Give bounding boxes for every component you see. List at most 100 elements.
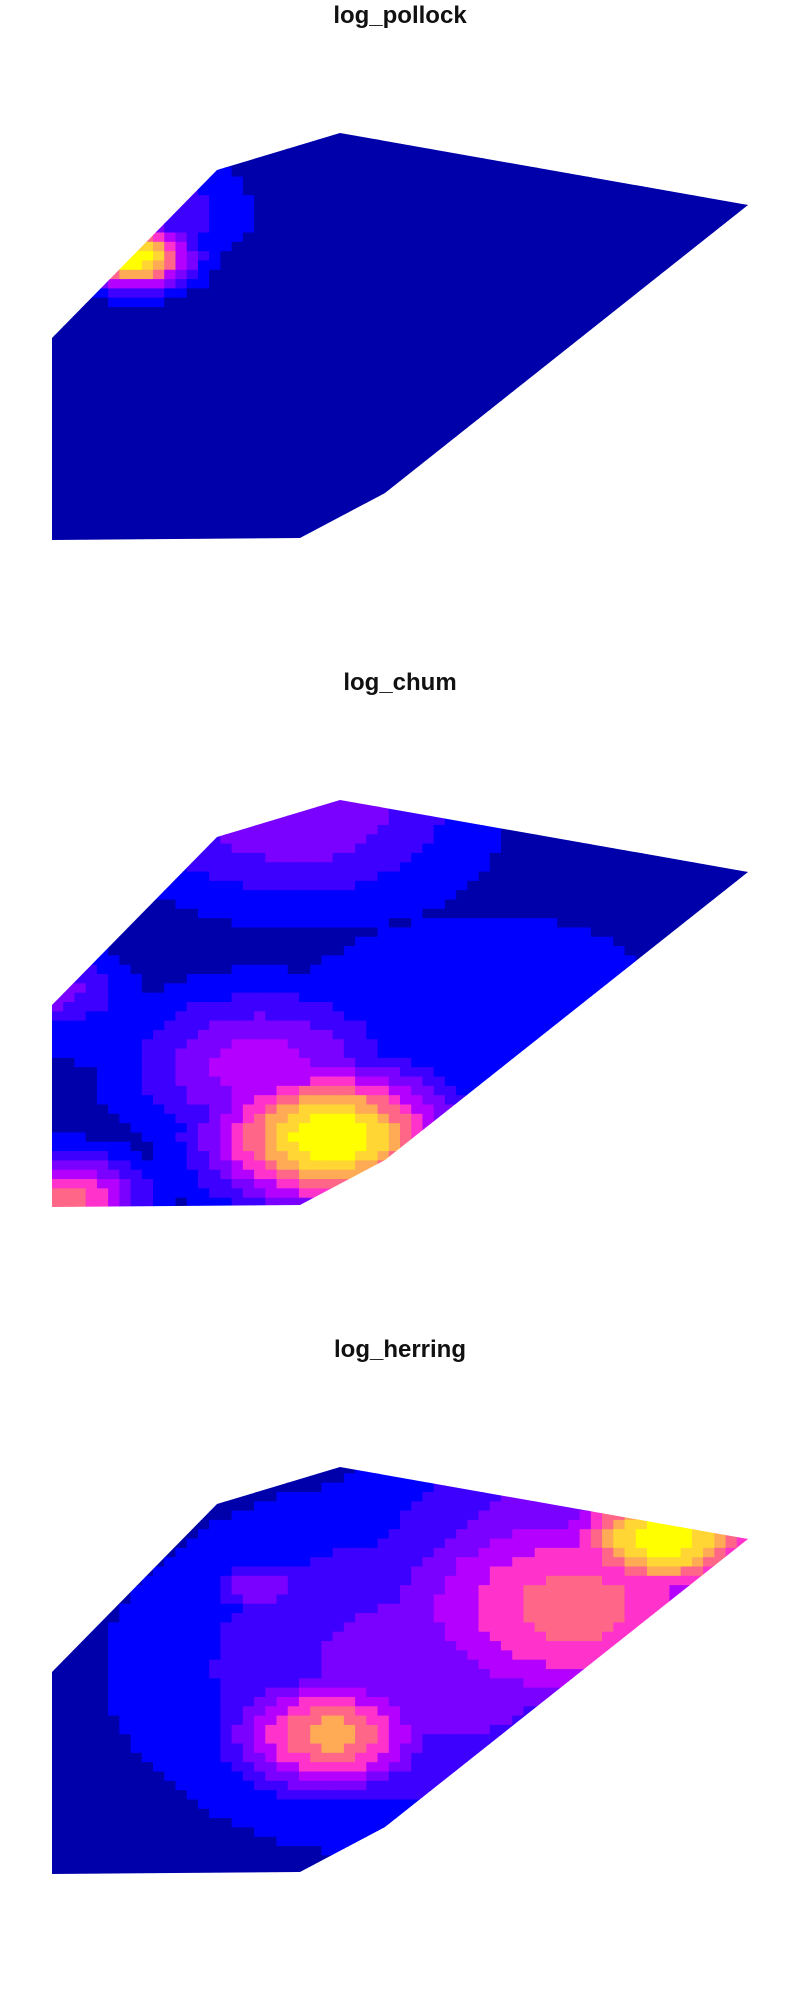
heatmap-cell xyxy=(635,176,648,187)
heatmap-cell xyxy=(141,1160,154,1171)
heatmap-cell xyxy=(388,484,401,495)
heatmap-cell xyxy=(579,260,592,271)
heatmap-cell xyxy=(220,1715,233,1726)
heatmap-cell xyxy=(197,297,210,308)
heatmap-cell xyxy=(523,372,536,383)
heatmap-cell xyxy=(523,1613,536,1624)
heatmap-cell xyxy=(355,353,367,364)
heatmap-cell xyxy=(332,1706,345,1717)
heatmap-cell xyxy=(108,1752,120,1763)
heatmap-cell xyxy=(635,232,648,243)
heatmap-cell xyxy=(164,1104,177,1115)
heatmap-cell xyxy=(355,1029,367,1040)
heatmap-cell xyxy=(141,1669,154,1679)
heatmap-cell xyxy=(310,390,323,401)
heatmap-cell xyxy=(197,1123,210,1134)
heatmap-cell xyxy=(141,502,154,513)
heatmap-cell xyxy=(545,335,558,345)
heatmap-cell xyxy=(298,512,311,522)
heatmap-cell xyxy=(422,316,435,327)
heatmap-cell xyxy=(74,1123,87,1134)
heatmap-cell xyxy=(85,316,98,327)
heatmap-cell xyxy=(175,1160,188,1171)
heatmap-cell xyxy=(96,1678,109,1689)
heatmap-cell xyxy=(153,1641,165,1651)
heatmap-cell xyxy=(512,1575,525,1586)
heatmap-cell xyxy=(197,1179,210,1189)
heatmap-cell xyxy=(343,502,356,513)
heatmap-cell xyxy=(456,260,468,271)
heatmap-cell xyxy=(310,353,323,364)
heatmap-cell xyxy=(478,815,491,826)
heatmap-cell xyxy=(388,1067,401,1078)
heatmap-cell xyxy=(186,1538,199,1549)
heatmap-cell xyxy=(85,1631,98,1642)
heatmap-cell xyxy=(624,1547,637,1558)
heatmap-cell xyxy=(141,307,154,317)
heatmap-cell xyxy=(254,852,266,863)
heatmap-cell xyxy=(467,195,480,206)
heatmap-cell xyxy=(175,899,188,910)
heatmap-cell xyxy=(377,1669,390,1679)
heatmap-cell xyxy=(265,890,278,901)
heatmap-cell xyxy=(355,899,367,910)
heatmap-cell xyxy=(377,1594,390,1605)
heatmap-cell xyxy=(400,195,412,206)
heatmap-cell xyxy=(444,1057,457,1068)
heatmap-cell xyxy=(310,899,323,910)
heatmap-cell xyxy=(501,316,513,327)
heatmap-cell xyxy=(108,1724,120,1735)
heatmap-cell xyxy=(209,223,221,234)
heatmap-cell xyxy=(85,1132,98,1143)
heatmap-cell xyxy=(343,176,356,187)
heatmap-cell xyxy=(377,1029,390,1040)
heatmap-cell xyxy=(209,325,221,336)
heatmap-cell xyxy=(287,1613,300,1624)
heatmap-cell xyxy=(377,1566,390,1577)
heatmap-cell xyxy=(209,1613,221,1624)
heatmap-cell xyxy=(164,1566,177,1577)
heatmap-cell xyxy=(512,1594,525,1605)
heatmap-cell xyxy=(298,279,311,290)
heatmap-cell xyxy=(388,908,401,919)
heatmap-cell xyxy=(242,148,255,159)
heatmap-cell xyxy=(377,890,390,901)
heatmap-cell xyxy=(602,1510,614,1521)
heatmap-cell xyxy=(478,251,491,262)
heatmap-cell xyxy=(254,493,266,504)
heatmap-cell xyxy=(197,390,210,401)
heatmap-cell xyxy=(602,204,614,215)
heatmap-cell xyxy=(422,1603,435,1614)
heatmap-cell xyxy=(186,1659,199,1670)
heatmap-cell xyxy=(310,1188,323,1199)
heatmap-cell xyxy=(186,1123,199,1134)
heatmap-cell xyxy=(411,1510,424,1521)
heatmap-cell xyxy=(355,815,367,826)
heatmap-cell xyxy=(512,1538,525,1549)
heatmap-cell xyxy=(433,325,446,336)
heatmap-cell xyxy=(523,936,536,947)
heatmap-cell xyxy=(254,1160,266,1171)
heatmap-cell xyxy=(590,908,603,919)
heatmap-cell xyxy=(153,1566,165,1577)
heatmap-cell xyxy=(501,1501,513,1512)
heatmap-cell xyxy=(276,409,289,420)
heatmap-cell xyxy=(501,1678,513,1689)
heatmap-cell xyxy=(108,530,120,540)
heatmap-cell xyxy=(467,815,480,826)
heatmap-cell xyxy=(242,1762,255,1773)
heatmap-cell xyxy=(478,372,491,383)
heatmap-cell xyxy=(545,1529,558,1540)
heatmap-cell xyxy=(321,1067,334,1078)
heatmap-cell xyxy=(422,446,435,457)
heatmap-cell xyxy=(287,1585,300,1596)
heatmap-cell xyxy=(501,195,513,206)
heatmap-cell xyxy=(287,1095,300,1106)
heatmap-cell xyxy=(220,1160,233,1171)
heatmap-cell xyxy=(164,493,177,504)
heatmap-cell xyxy=(175,1762,188,1773)
heatmap-cell xyxy=(568,992,581,1003)
heatmap-cell xyxy=(242,852,255,863)
heatmap-cell xyxy=(108,1771,120,1782)
heatmap-cell xyxy=(568,852,581,863)
